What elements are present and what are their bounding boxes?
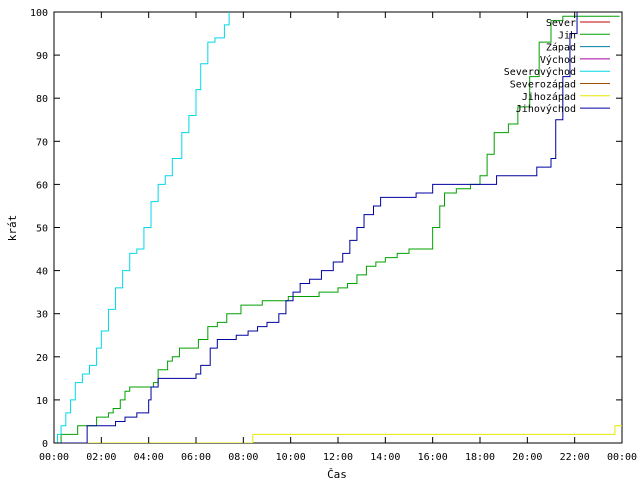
legend-label: Severozápad [510, 79, 576, 91]
x-tick-label: 10:00 [276, 452, 306, 463]
y-tick-label: 30 [36, 310, 48, 321]
y-tick-label: 80 [36, 94, 48, 105]
y-tick-label: 10 [36, 396, 48, 407]
x-tick-label: 22:00 [560, 452, 590, 463]
series-line-severovýchod [54, 12, 230, 443]
legend-label: Východ [540, 54, 576, 66]
y-tick-label: 90 [36, 51, 48, 62]
x-tick-label: 04:00 [134, 452, 164, 463]
x-tick-label: 12:00 [323, 452, 353, 463]
x-axis-label: Čas [327, 468, 347, 480]
x-tick-label: 18:00 [465, 452, 495, 463]
series-line-jihozápad [54, 425, 622, 443]
x-tick-label: 02:00 [86, 452, 116, 463]
x-tick-label: 20:00 [512, 452, 542, 463]
y-tick-label: 60 [36, 180, 48, 191]
x-axis: 00:00 02:00 04:00 06:00 08:00 10:00 12:00 14:00… [39, 12, 637, 463]
legend-label: Severovýchod [504, 66, 576, 78]
legend-label: Západ [546, 42, 576, 54]
x-tick-label: 00:00 [39, 452, 69, 463]
y-axis-label: krát [6, 215, 19, 242]
y-tick-label: 70 [36, 137, 48, 148]
legend-label: Jihovýchod [516, 103, 576, 115]
legend-label: Jih [558, 30, 576, 41]
y-tick-label: 0 [42, 439, 48, 450]
legend-label: Sever [546, 18, 576, 29]
x-tick-label: 06:00 [181, 452, 211, 463]
y-axis: 0 10 20 30 40 50 60 70 80 90 100 [30, 8, 622, 450]
y-tick-label: 50 [36, 224, 48, 235]
legend: SeverJihZápadVýchodSeverovýchodSeverozáp… [504, 18, 610, 115]
x-tick-label: 00:00 [607, 452, 637, 463]
series-line-jihovýchod [54, 12, 578, 443]
y-tick-label: 20 [36, 353, 48, 364]
y-tick-label: 100 [30, 8, 48, 19]
y-tick-label: 40 [36, 267, 48, 278]
series-line-jih [54, 15, 620, 443]
x-tick-label: 16:00 [418, 452, 448, 463]
x-tick-label: 08:00 [228, 452, 258, 463]
series-layer [54, 12, 622, 443]
legend-label: Jihozápad [522, 91, 576, 103]
x-tick-label: 14:00 [370, 452, 400, 463]
